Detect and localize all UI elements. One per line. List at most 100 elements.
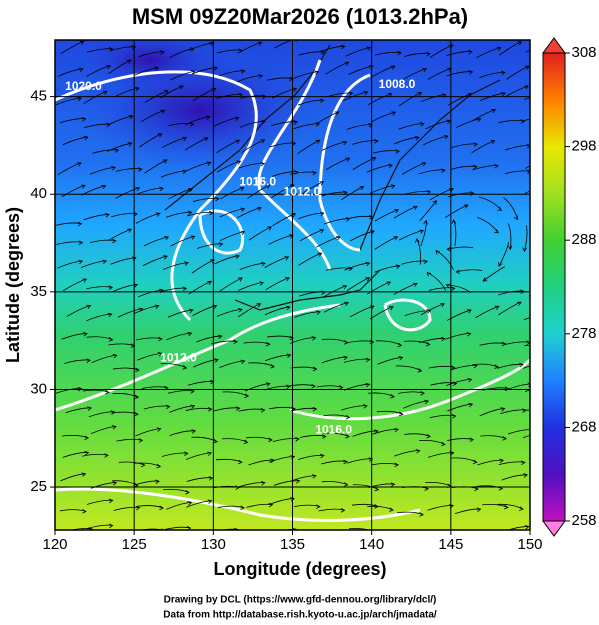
arrow-head	[268, 437, 273, 443]
streamline	[522, 434, 530, 439]
arrow-head	[494, 305, 500, 310]
streamline	[116, 438, 143, 442]
streamline	[169, 430, 196, 436]
arrow-head	[440, 336, 446, 342]
arrow-head	[419, 229, 425, 234]
arrow-head	[164, 236, 170, 241]
streamline	[352, 140, 378, 145]
arrow-head	[140, 462, 146, 468]
arrow-head	[258, 74, 264, 79]
arrow-head	[394, 209, 399, 214]
arrow-head	[212, 532, 216, 536]
streamline	[293, 71, 319, 79]
arrow-head	[517, 41, 523, 46]
arrow-head	[338, 385, 344, 390]
streamline	[321, 481, 348, 486]
arrow-head	[158, 352, 163, 357]
arrow-head	[128, 115, 134, 120]
streamline	[272, 438, 300, 442]
arrow-head	[162, 159, 168, 164]
arrow-head	[104, 453, 109, 458]
streamline	[274, 40, 294, 49]
streamline	[117, 308, 143, 318]
arrow-head	[494, 364, 499, 369]
streamline	[367, 281, 391, 295]
arrow-head	[344, 61, 350, 66]
streamline	[141, 386, 168, 389]
arrow-head	[389, 306, 394, 311]
arrow-head	[319, 229, 325, 234]
streamline	[164, 526, 191, 530]
x-tick-label: 150	[517, 536, 542, 553]
streamline	[86, 336, 113, 341]
streamline	[398, 92, 422, 107]
streamline	[393, 283, 418, 296]
arrow-head	[137, 167, 143, 172]
arrow-head	[210, 259, 215, 264]
streamline	[133, 305, 159, 314]
streamline	[447, 403, 473, 412]
streamline	[325, 61, 349, 75]
streamline	[83, 90, 107, 104]
arrow-head	[133, 212, 138, 217]
colorbar-tick-label: 278	[571, 325, 596, 342]
streamline	[264, 306, 290, 316]
streamline	[481, 503, 509, 508]
streamline	[507, 223, 512, 250]
streamline	[525, 165, 530, 169]
arrow-head	[284, 256, 290, 261]
streamline	[376, 410, 403, 415]
streamline	[222, 391, 249, 397]
arrow-head	[78, 259, 84, 265]
arrow-head	[243, 439, 249, 445]
streamline	[192, 197, 219, 202]
arrow-head	[311, 383, 316, 389]
arrow-head	[259, 281, 264, 286]
arrow-head	[215, 196, 220, 202]
streamline	[191, 67, 217, 75]
arrow-head	[315, 139, 321, 144]
streamline	[113, 506, 140, 511]
arrow-head	[342, 285, 348, 290]
streamline	[170, 70, 195, 81]
streamline	[321, 356, 348, 364]
streamline	[57, 162, 82, 176]
y-tick-label: 45	[30, 88, 47, 105]
streamline	[161, 452, 188, 457]
arrow-head	[415, 449, 421, 454]
streamline	[454, 508, 481, 515]
streamline	[326, 267, 353, 271]
arrow-head	[270, 363, 275, 369]
arrow-head	[520, 460, 526, 466]
contour-label: 1012.0	[160, 350, 197, 364]
arrow-head	[415, 238, 420, 243]
arrow-head	[494, 164, 499, 169]
streamline	[187, 381, 214, 386]
arrow-head	[398, 356, 404, 361]
streamline	[167, 309, 193, 318]
streamline	[108, 343, 135, 347]
streamline	[429, 188, 454, 201]
arrow-head	[340, 508, 346, 513]
streamline	[213, 407, 240, 412]
arrow-head	[83, 135, 89, 141]
arrow-head	[238, 277, 243, 282]
streamline	[237, 207, 262, 219]
streamline	[60, 473, 86, 482]
streamline	[398, 230, 424, 241]
arrow-head	[432, 200, 438, 205]
arrow-head	[79, 40, 85, 45]
streamline	[112, 393, 139, 398]
arrow-head	[134, 411, 139, 417]
arrow-head	[203, 137, 209, 142]
streamline	[89, 239, 116, 244]
arrow-head	[417, 368, 423, 373]
arrow-head	[472, 459, 478, 465]
arrow-head	[441, 441, 446, 447]
streamline	[111, 213, 138, 218]
arrow-head	[451, 413, 457, 419]
streamline	[480, 92, 506, 102]
streamline	[298, 51, 325, 56]
streamline	[196, 243, 223, 249]
arrow-head	[82, 332, 88, 337]
